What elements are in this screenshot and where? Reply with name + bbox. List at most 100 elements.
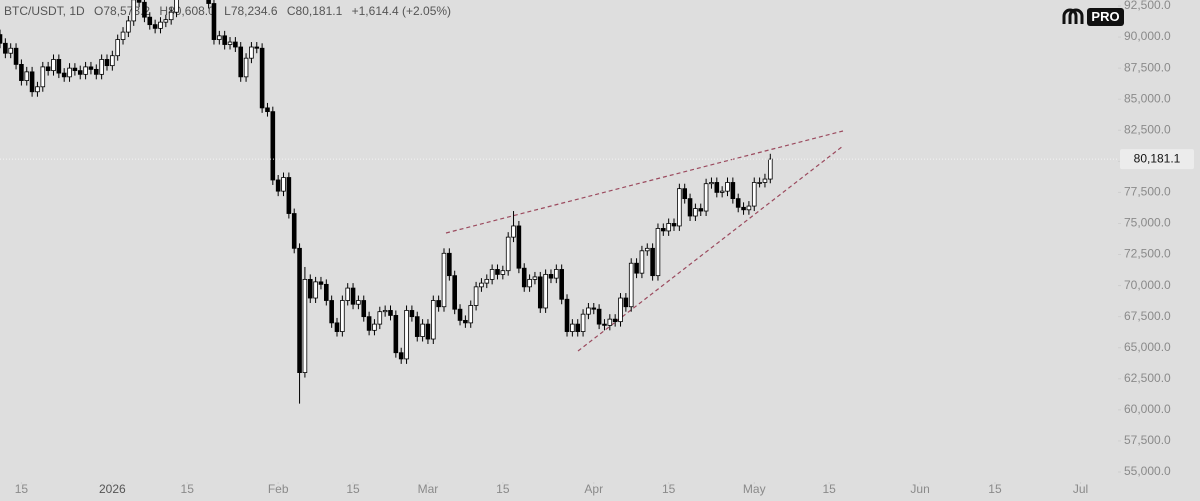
candle-body xyxy=(725,182,730,192)
y-tick-label: 75,000.0 xyxy=(1124,216,1171,230)
candle-body xyxy=(666,223,671,232)
logo: PRO xyxy=(1062,8,1124,26)
candle-body xyxy=(757,182,762,184)
candle-body xyxy=(447,252,452,277)
candle-body xyxy=(265,107,270,113)
y-tick-label: 92,500.0 xyxy=(1124,0,1171,12)
candle-body xyxy=(99,59,104,75)
candle-body xyxy=(430,300,436,340)
ohlc-low: L78,234.6 xyxy=(224,4,278,18)
candle-body xyxy=(532,276,538,280)
ohlc-change: +1,614.4 (+2.05%) xyxy=(352,4,451,18)
candle-body xyxy=(286,177,292,214)
candle-body xyxy=(500,270,506,275)
candle-body xyxy=(671,223,677,227)
candle-body xyxy=(152,24,158,29)
last-price-label: 80,181.1 xyxy=(1134,151,1181,165)
x-tick-label: 15 xyxy=(988,482,1002,496)
candle-body xyxy=(484,278,490,284)
candle-body xyxy=(61,72,67,78)
candle-body xyxy=(356,300,361,305)
y-tick-label: 90,000.0 xyxy=(1124,29,1171,43)
candle-body xyxy=(650,247,655,277)
candle-body xyxy=(372,323,377,331)
x-tick-label: Jun xyxy=(910,482,929,496)
candle-body xyxy=(345,287,351,301)
candle-body xyxy=(607,318,613,326)
candle-body xyxy=(479,282,484,288)
candle-body xyxy=(457,308,463,321)
candle-body xyxy=(468,305,474,324)
candle-body xyxy=(35,86,40,93)
candle-body xyxy=(136,0,142,3)
candle-body xyxy=(307,278,313,299)
candle-body xyxy=(682,188,688,200)
candle-body xyxy=(634,262,639,274)
x-tick-label: 15 xyxy=(496,482,510,496)
candle-body xyxy=(505,236,511,272)
x-tick-label: 15 xyxy=(15,482,29,496)
candle-body xyxy=(393,315,399,354)
candle-body xyxy=(51,59,56,72)
candle-body xyxy=(281,177,286,192)
candle-body xyxy=(655,228,661,277)
candle-body xyxy=(83,66,88,75)
candle-body xyxy=(735,198,741,208)
candle-body xyxy=(3,42,8,54)
candle-body xyxy=(233,41,238,48)
candle-body xyxy=(548,274,554,279)
candle-body xyxy=(158,21,163,29)
candle-body xyxy=(644,247,650,252)
candle-body xyxy=(559,269,564,300)
candle-body xyxy=(639,250,645,274)
logo-badge xyxy=(1087,8,1124,26)
candle-body xyxy=(142,1,147,18)
y-tick-label: 85,000.0 xyxy=(1124,91,1171,105)
candle-body xyxy=(719,190,725,193)
candle-body xyxy=(452,275,457,310)
candle-body xyxy=(441,252,447,308)
x-tick-label: May xyxy=(743,482,766,496)
candle-body xyxy=(24,71,30,81)
candle-body xyxy=(366,316,372,331)
candle-body xyxy=(554,269,559,279)
y-tick-label: 57,500.0 xyxy=(1124,433,1171,447)
candle-body xyxy=(77,70,83,75)
candle-body xyxy=(527,278,532,288)
candle-body xyxy=(0,34,3,44)
candle-body xyxy=(489,269,495,280)
candle-body xyxy=(291,213,297,249)
candle-body xyxy=(340,300,345,332)
candle-body xyxy=(746,205,752,211)
candle-body xyxy=(13,47,19,65)
candle-body xyxy=(211,3,217,40)
last-price-box xyxy=(1120,149,1194,170)
y-tick-label: 82,500.0 xyxy=(1124,122,1171,136)
symbol: BTC/USDT, 1D xyxy=(4,4,85,18)
candle-body xyxy=(762,178,768,183)
x-tick-label: Jul xyxy=(1073,482,1088,496)
y-tick-label: 67,500.0 xyxy=(1124,309,1171,323)
candle-body xyxy=(88,66,94,70)
x-tick-label: Mar xyxy=(418,482,439,496)
y-tick-label: 77,500.0 xyxy=(1124,185,1171,199)
candle-body xyxy=(249,46,254,59)
candle-body xyxy=(350,287,356,305)
candle-body xyxy=(126,20,131,33)
candle-body xyxy=(698,208,704,212)
y-tick-label: 70,000.0 xyxy=(1124,278,1171,292)
candle-body xyxy=(495,269,500,275)
candle-body xyxy=(254,46,260,49)
x-tick-label: 2026 xyxy=(99,482,126,496)
candle-body xyxy=(40,66,46,88)
candle-body xyxy=(612,318,618,323)
candle-body xyxy=(602,323,607,326)
candle-body xyxy=(388,310,393,316)
candle-body xyxy=(115,39,120,57)
candle-body xyxy=(93,68,99,75)
y-tick-label: 87,500.0 xyxy=(1124,60,1171,74)
candle-body xyxy=(217,35,222,40)
candle-body xyxy=(511,225,516,238)
